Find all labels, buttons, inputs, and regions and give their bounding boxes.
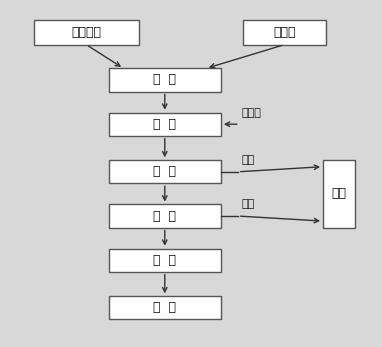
Text: 回收: 回收 bbox=[331, 187, 346, 201]
Text: 烘  干: 烘 干 bbox=[153, 254, 176, 267]
Text: 导向剂: 导向剂 bbox=[241, 108, 261, 118]
Text: 品  化: 品 化 bbox=[153, 118, 176, 131]
Bar bbox=[108, 113, 221, 136]
Text: 浆  化: 浆 化 bbox=[153, 74, 176, 86]
Bar bbox=[108, 296, 221, 319]
Text: 水玻璊: 水玻璊 bbox=[274, 26, 296, 39]
Bar bbox=[108, 160, 221, 183]
Text: 过  滤: 过 滤 bbox=[153, 165, 176, 178]
Text: 洗  涂: 洗 涂 bbox=[153, 210, 176, 222]
Bar bbox=[108, 204, 221, 228]
Bar bbox=[108, 68, 221, 92]
Bar bbox=[108, 249, 221, 272]
Text: 洗液: 洗液 bbox=[241, 200, 255, 210]
Bar bbox=[34, 20, 139, 45]
Text: 产  品: 产 品 bbox=[153, 301, 176, 314]
Text: 母体溶液: 母体溶液 bbox=[71, 26, 101, 39]
Bar bbox=[323, 160, 355, 228]
Text: 母液: 母液 bbox=[241, 155, 255, 165]
Bar bbox=[243, 20, 326, 45]
